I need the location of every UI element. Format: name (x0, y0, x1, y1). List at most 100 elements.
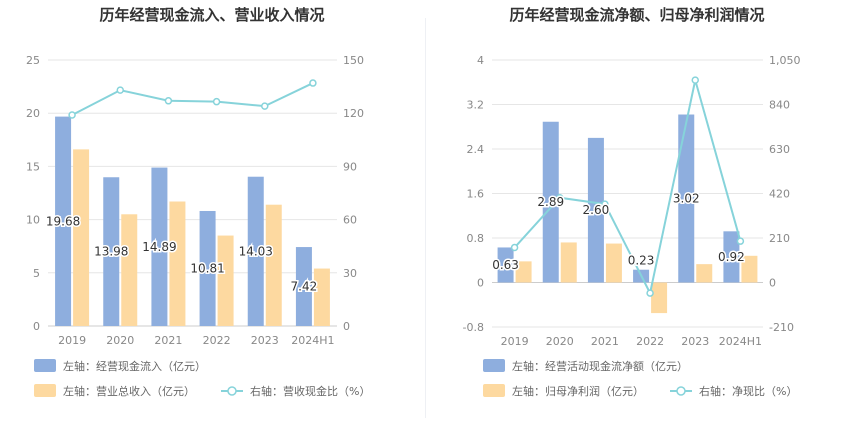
legend-item: 左轴：经营现金流入（亿元） (34, 359, 206, 373)
bar-data-label: 2.89 (537, 195, 564, 209)
bar-secondary (121, 214, 138, 326)
bar-data-label: 19.68 (46, 214, 80, 228)
left-axis-tick-label: 0 (477, 277, 484, 290)
bar-secondary (313, 268, 330, 326)
ratio-point (68, 111, 76, 119)
right-axis-tick-label: 840 (769, 99, 790, 112)
chart-title: 历年经营现金流入、营业收入情况 (99, 6, 324, 24)
x-axis-tick-label: 2022 (636, 335, 664, 348)
ratio-point (510, 243, 519, 252)
left-axis-tick-label: 20 (26, 107, 40, 120)
ratio-point (736, 237, 745, 245)
ratio-point (261, 102, 269, 110)
chart-title: 历年经营现金流净额、归母净利润情况 (509, 6, 764, 24)
legend-swatch (34, 359, 56, 372)
left-axis-tick-label: 0.8 (467, 232, 485, 245)
ratio-point (691, 76, 699, 84)
left-axis-tick-label: 3.2 (467, 99, 485, 112)
left-axis-tick-label: 0 (33, 320, 40, 333)
ratio-point (601, 200, 609, 208)
bar-secondary (605, 243, 622, 283)
legend-label: 左轴：经营活动现金流净额（亿元） (512, 359, 688, 373)
bar-secondary (169, 201, 186, 326)
right-axis-tick-label: 120 (343, 107, 364, 120)
bar-secondary (651, 282, 668, 314)
bar-primary (542, 121, 559, 283)
left-axis-tick-label: 4 (477, 54, 484, 67)
ratio-point (309, 79, 317, 87)
legend-item: 左轴：归母净利润（亿元） (483, 384, 644, 398)
bar-data-label: 13.98 (94, 245, 128, 259)
x-axis-tick-label: 2023 (251, 334, 279, 347)
bar-data-label: 10.81 (190, 261, 224, 275)
x-axis-tick-label: 2024H1 (291, 334, 334, 347)
bar-secondary (741, 255, 758, 283)
bar-data-label: 2.60 (583, 203, 610, 217)
legend-marker (676, 386, 686, 396)
right-axis-tick-label: 420 (769, 188, 790, 201)
x-axis-tick-label: 2020 (106, 334, 134, 347)
bar-primary (295, 247, 312, 326)
right-axis-tick-label: 0 (769, 277, 776, 290)
right-axis-tick-label: 60 (343, 214, 357, 227)
right-axis-tick-label: 90 (343, 160, 357, 173)
ratio-point (556, 193, 564, 202)
right-axis-tick-label: 210 (769, 232, 790, 245)
ratio-line (513, 79, 742, 297)
legend-item: 右轴：营收现金比（%） (221, 384, 370, 398)
left-axis-tick-label: 1.6 (467, 188, 485, 201)
bar-primary (55, 116, 72, 326)
x-axis-tick-label: 2022 (203, 334, 231, 347)
bar-primary (247, 176, 264, 326)
legend-label: 左轴：营业总收入（亿元） (63, 384, 195, 398)
chart-panel-cash-inflow-revenue: 历年经营现金流入、营业收入情况 0 5 10 15 20 25 0 30 60 90 120 150 20… (0, 0, 425, 437)
left-axis-tick-label: 5 (33, 267, 40, 280)
ratio-line (71, 82, 314, 116)
bar-secondary (560, 242, 577, 283)
left-axis-tick-label: 2.4 (467, 143, 485, 156)
legend-label: 右轴：净现比（%） (699, 384, 797, 398)
x-axis-tick-label: 2019 (58, 334, 86, 347)
bar-secondary (217, 235, 234, 326)
bar-secondary (265, 204, 282, 326)
legend-item: 左轴：经营活动现金流净额（亿元） (483, 359, 688, 373)
x-axis-tick-label: 2020 (546, 335, 574, 348)
x-axis-tick-label: 2023 (681, 335, 709, 348)
bar-primary (199, 210, 216, 326)
bar-secondary (696, 264, 713, 283)
left-axis-tick-label: 10 (26, 214, 40, 227)
legend-swatch (34, 384, 56, 397)
bar-data-label: 7.42 (291, 280, 318, 294)
right-axis-tick-label: -210 (769, 321, 794, 334)
bar-secondary (73, 149, 90, 326)
legend-label: 左轴：经营现金流入（亿元） (63, 359, 206, 373)
legend-marker (227, 386, 237, 396)
ratio-point (646, 289, 654, 297)
chart-panel-net-cash-profit: 历年经营现金流净额、归母净利润情况 -0.8 0 0.8 1.6 2.4 3.2 4 -210 0… (425, 0, 850, 437)
legend-item: 右轴：净现比（%） (670, 384, 797, 398)
bar-data-label: 0.63 (492, 258, 519, 272)
right-axis-tick-label: 630 (769, 143, 790, 156)
legend-item: 左轴：营业总收入（亿元） (34, 384, 195, 398)
ratio-point (116, 86, 124, 94)
chart-svg: 历年经营现金流入、营业收入情况 0 5 10 15 20 25 0 30 60 90 120 150 20… (26, 6, 370, 398)
x-axis-tick-label: 2024H1 (719, 335, 762, 348)
legend-label: 左轴：归母净利润（亿元） (512, 384, 644, 398)
right-axis-tick-label: 1,050 (769, 54, 801, 67)
bar-data-label: 0.23 (628, 254, 655, 268)
left-axis-tick-label: -0.8 (463, 321, 484, 334)
legend-swatch (483, 384, 505, 397)
bar-primary (497, 247, 514, 283)
bar-data-label: 0.92 (718, 250, 745, 264)
x-axis-tick-label: 2019 (501, 335, 529, 348)
legend-swatch (483, 359, 505, 372)
panel-divider (425, 18, 426, 418)
bar-secondary (515, 261, 532, 283)
left-axis-tick-label: 15 (26, 160, 40, 173)
bar-primary (151, 167, 168, 326)
bar-data-label: 14.89 (142, 240, 176, 254)
bar-primary (587, 137, 604, 283)
chart-svg: 历年经营现金流净额、归母净利润情况 -0.8 0 0.8 1.6 2.4 3.2 4 -210 0… (463, 6, 801, 398)
bar-data-label: 14.03 (239, 244, 273, 258)
legend-label: 右轴：营收现金比（%） (250, 384, 370, 398)
